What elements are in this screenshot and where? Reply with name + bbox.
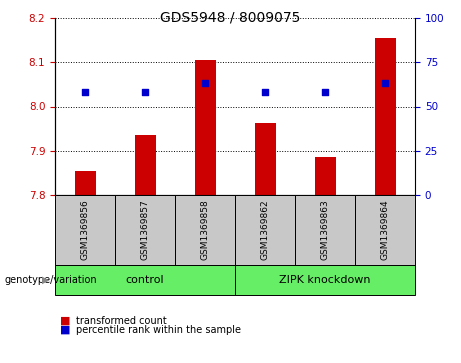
Text: ■: ■ bbox=[59, 325, 70, 335]
Bar bbox=[115, 195, 175, 265]
Text: ■: ■ bbox=[59, 316, 70, 326]
Text: genotype/variation: genotype/variation bbox=[5, 275, 97, 285]
Bar bbox=[195, 60, 215, 195]
Text: GSM1369864: GSM1369864 bbox=[380, 200, 390, 260]
Point bbox=[381, 81, 389, 86]
Point bbox=[261, 89, 269, 95]
Text: GSM1369862: GSM1369862 bbox=[260, 200, 270, 260]
Point bbox=[142, 89, 149, 95]
Bar bbox=[355, 195, 415, 265]
Text: transformed count: transformed count bbox=[76, 316, 166, 326]
Bar bbox=[55, 265, 235, 295]
Bar bbox=[75, 171, 95, 195]
Bar bbox=[374, 38, 396, 195]
Text: GSM1369857: GSM1369857 bbox=[141, 200, 149, 260]
Text: ZIPK knockdown: ZIPK knockdown bbox=[279, 275, 371, 285]
Bar bbox=[135, 135, 155, 195]
Point bbox=[321, 89, 329, 95]
Text: GSM1369858: GSM1369858 bbox=[201, 200, 209, 260]
Bar bbox=[235, 195, 295, 265]
Text: GSM1369856: GSM1369856 bbox=[81, 200, 89, 260]
Point bbox=[201, 81, 209, 86]
Text: GSM1369863: GSM1369863 bbox=[320, 200, 330, 260]
Bar bbox=[314, 156, 336, 195]
Bar bbox=[295, 195, 355, 265]
Text: control: control bbox=[126, 275, 164, 285]
Bar bbox=[254, 123, 276, 195]
Text: percentile rank within the sample: percentile rank within the sample bbox=[76, 325, 241, 335]
Text: ▶: ▶ bbox=[42, 275, 49, 285]
Text: GDS5948 / 8009075: GDS5948 / 8009075 bbox=[160, 11, 301, 25]
Bar bbox=[235, 265, 415, 295]
Bar bbox=[175, 195, 235, 265]
Bar bbox=[55, 195, 115, 265]
Point bbox=[81, 89, 89, 95]
